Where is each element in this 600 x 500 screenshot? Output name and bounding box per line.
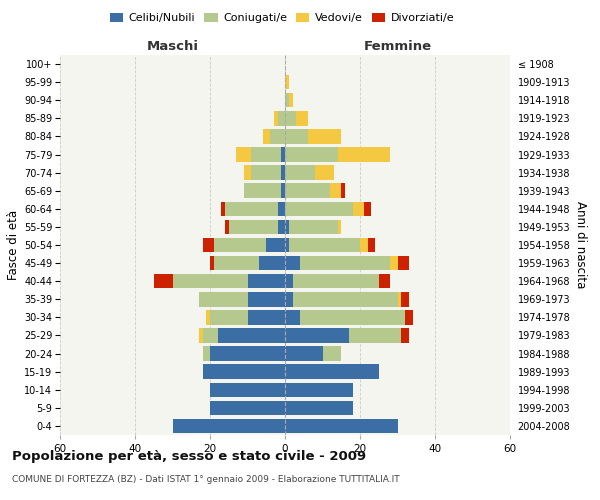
Bar	[300, 256, 390, 270]
Bar	[285, 310, 300, 324]
Bar	[251, 166, 281, 180]
Bar	[289, 93, 293, 108]
Bar	[248, 310, 285, 324]
Bar	[210, 310, 248, 324]
Bar	[281, 184, 285, 198]
Bar	[206, 310, 210, 324]
Bar	[277, 111, 285, 126]
Bar	[221, 202, 225, 216]
Bar	[154, 274, 173, 288]
Bar	[285, 148, 337, 162]
Y-axis label: Fasce di età: Fasce di età	[7, 210, 20, 280]
Bar	[398, 256, 409, 270]
Bar	[323, 346, 341, 361]
Bar	[285, 382, 353, 397]
Bar	[285, 328, 349, 342]
Bar	[210, 346, 285, 361]
Bar	[285, 75, 289, 90]
Text: Maschi: Maschi	[146, 40, 199, 53]
Bar	[285, 364, 379, 379]
Bar	[401, 328, 409, 342]
Bar	[293, 292, 398, 306]
Bar	[401, 292, 409, 306]
Bar	[248, 274, 285, 288]
Bar	[353, 202, 364, 216]
Bar	[210, 382, 285, 397]
Bar	[214, 256, 259, 270]
Bar	[285, 274, 293, 288]
Bar	[337, 148, 390, 162]
Bar	[405, 310, 413, 324]
Text: Femmine: Femmine	[364, 40, 431, 53]
Bar	[349, 328, 401, 342]
Bar	[244, 184, 281, 198]
Text: Popolazione per età, sesso e stato civile - 2009: Popolazione per età, sesso e stato civil…	[12, 450, 366, 463]
Bar	[248, 292, 285, 306]
Bar	[285, 238, 289, 252]
Bar	[337, 220, 341, 234]
Bar	[367, 238, 375, 252]
Bar	[360, 238, 367, 252]
Bar	[229, 220, 277, 234]
Bar	[236, 148, 251, 162]
Bar	[285, 111, 296, 126]
Bar	[285, 184, 330, 198]
Text: COMUNE DI FORTEZZA (BZ) - Dati ISTAT 1° gennaio 2009 - Elaborazione TUTTITALIA.I: COMUNE DI FORTEZZA (BZ) - Dati ISTAT 1° …	[12, 475, 400, 484]
Legend: Celibi/Nubili, Coniugati/e, Vedovi/e, Divorziati/e: Celibi/Nubili, Coniugati/e, Vedovi/e, Di…	[106, 8, 458, 28]
Bar	[285, 400, 353, 415]
Bar	[173, 418, 285, 433]
Bar	[173, 274, 248, 288]
Bar	[285, 292, 293, 306]
Bar	[225, 202, 277, 216]
Bar	[379, 274, 390, 288]
Bar	[218, 328, 285, 342]
Bar	[285, 93, 289, 108]
Bar	[203, 346, 210, 361]
Bar	[259, 256, 285, 270]
Bar	[289, 238, 360, 252]
Bar	[203, 364, 285, 379]
Bar	[285, 220, 289, 234]
Bar	[341, 184, 345, 198]
Bar	[308, 129, 341, 144]
Bar	[285, 202, 353, 216]
Y-axis label: Anni di nascita: Anni di nascita	[574, 202, 587, 288]
Bar	[300, 310, 405, 324]
Bar	[210, 256, 214, 270]
Bar	[210, 400, 285, 415]
Bar	[251, 148, 281, 162]
Bar	[285, 256, 300, 270]
Bar	[244, 166, 251, 180]
Bar	[225, 220, 229, 234]
Bar	[277, 202, 285, 216]
Bar	[293, 274, 379, 288]
Bar	[296, 111, 308, 126]
Bar	[285, 346, 323, 361]
Bar	[390, 256, 398, 270]
Bar	[315, 166, 334, 180]
Bar	[203, 328, 218, 342]
Bar	[199, 328, 203, 342]
Bar	[281, 166, 285, 180]
Bar	[199, 292, 248, 306]
Bar	[277, 220, 285, 234]
Bar	[285, 129, 308, 144]
Bar	[398, 292, 401, 306]
Bar	[281, 148, 285, 162]
Bar	[203, 238, 214, 252]
Bar	[270, 129, 285, 144]
Bar	[266, 238, 285, 252]
Bar	[214, 238, 266, 252]
Bar	[285, 418, 398, 433]
Bar	[289, 220, 337, 234]
Bar	[274, 111, 277, 126]
Bar	[364, 202, 371, 216]
Bar	[330, 184, 341, 198]
Bar	[263, 129, 270, 144]
Bar	[285, 166, 315, 180]
